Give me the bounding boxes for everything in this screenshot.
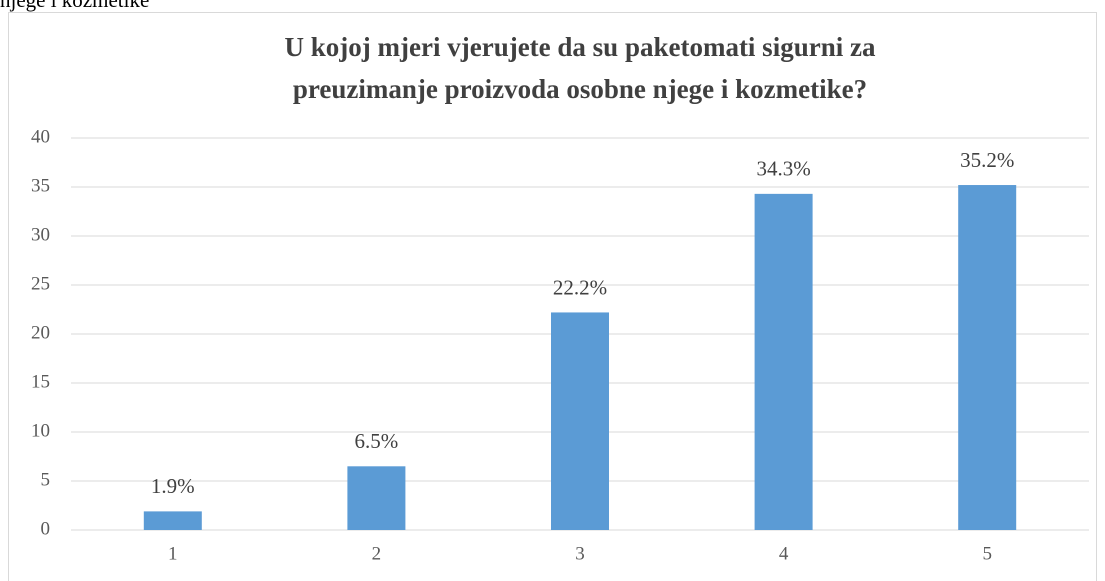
x-tick-label: 4 <box>779 543 789 564</box>
bar <box>754 193 813 531</box>
x-tick-label: 2 <box>372 543 382 564</box>
bar <box>143 511 202 530</box>
y-tick-label: 40 <box>31 126 50 147</box>
bar <box>551 312 609 530</box>
y-tick-label: 5 <box>41 469 51 490</box>
data-label: 1.9% <box>151 474 195 498</box>
y-tick-label: 20 <box>31 322 50 343</box>
data-label: 35.2% <box>960 148 1014 172</box>
data-label: 34.3% <box>756 157 810 181</box>
chart-title: preuzimanje proizvoda osobne njege i koz… <box>293 74 867 104</box>
data-label: 22.2% <box>553 275 607 299</box>
y-tick-label: 15 <box>31 371 50 392</box>
y-tick-label: 0 <box>41 518 51 539</box>
chart-title: U kojoj mjeri vjerujete da su paketomati… <box>285 32 876 62</box>
text-above: njege i kozmetike <box>0 0 149 12</box>
bar <box>958 185 1017 531</box>
data-label: 6.5% <box>355 429 399 453</box>
y-tick-label: 30 <box>31 224 50 245</box>
x-tick-label: 3 <box>575 543 585 564</box>
x-tick-label: 5 <box>982 543 992 564</box>
y-tick-label: 25 <box>31 273 50 294</box>
x-tick-label: 1 <box>168 543 178 564</box>
y-tick-label: 10 <box>31 420 50 441</box>
bar <box>347 466 406 530</box>
y-tick-label: 35 <box>31 175 50 196</box>
